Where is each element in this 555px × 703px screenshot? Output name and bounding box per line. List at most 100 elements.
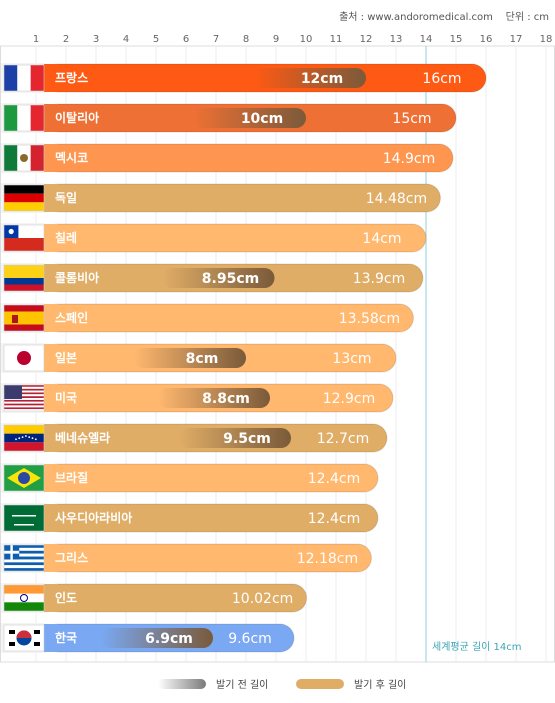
saudi-arabia-flag-icon: [3, 504, 45, 532]
country-label: 미국: [55, 390, 77, 405]
korea-flag-icon: [3, 624, 45, 652]
after-value-label: 14.9cm: [383, 151, 436, 167]
x-tick-label: 4: [123, 34, 129, 45]
x-tick-label: 5: [153, 34, 159, 45]
after-value-label: 13.9cm: [353, 271, 406, 287]
spain-flag-icon: [3, 304, 45, 332]
after-value-label: 12.4cm: [308, 471, 361, 487]
before-value-label: 6.9cm: [145, 631, 193, 647]
legend-after: 발기 후 길이: [296, 676, 406, 691]
x-tick-label: 8: [243, 34, 249, 45]
x-tick-label: 11: [330, 34, 343, 45]
before-value-label: 9.5cm: [223, 431, 271, 447]
legend-after-label: 발기 후 길이: [354, 680, 407, 691]
before-length-bar: [254, 68, 366, 88]
after-value-label: 12.18cm: [297, 551, 358, 567]
after-value-label: 16cm: [422, 71, 461, 87]
mexico-flag-icon: [3, 144, 45, 172]
after-length-bar-edge: [44, 424, 58, 452]
after-value-label: 12.7cm: [317, 431, 370, 447]
japan-flag-icon: [3, 344, 45, 372]
before-value-label: 12cm: [301, 71, 343, 87]
after-length-bar-edge: [44, 184, 58, 212]
after-value-label: 9.6cm: [228, 631, 272, 647]
average-label: 세계평균 길이 14cm: [432, 640, 522, 653]
after-length-bar-edge: [44, 304, 58, 332]
before-value-label: 8.95cm: [202, 271, 259, 287]
x-tick-label: 14: [420, 34, 433, 45]
after-length-bar-edge: [44, 64, 58, 92]
x-tick-label: 16: [480, 34, 493, 45]
country-label: 일본: [55, 351, 77, 365]
after-length-bar-edge: [44, 584, 58, 612]
italy-flag-icon: [3, 104, 45, 132]
legend-after-swatch: [296, 678, 344, 689]
india-flag-icon: [3, 584, 45, 612]
before-length-bar: [179, 428, 291, 448]
x-tick-label: 7: [213, 34, 219, 45]
legend-before-swatch: [158, 678, 206, 689]
after-value-label: 14.48cm: [366, 191, 427, 207]
legend-before-label: 발기 전 길이: [216, 680, 269, 691]
country-label: 이탈리아: [55, 110, 99, 125]
x-tick-label: 6: [183, 34, 189, 45]
after-value-label: 12.4cm: [308, 511, 361, 527]
unit-text: 단위 : cm: [505, 12, 549, 23]
before-length-bar: [158, 388, 270, 408]
country-label: 콜롬비아: [55, 270, 99, 285]
x-tick-label: 3: [93, 34, 99, 45]
after-length-bar-edge: [44, 624, 58, 652]
after-length-bar-edge: [44, 504, 58, 532]
after-value-label: 15cm: [392, 111, 431, 127]
x-tick-label: 13: [390, 34, 403, 45]
country-label: 칠레: [55, 230, 77, 245]
country-label: 베네슈엘라: [55, 430, 110, 445]
country-label: 그리스: [55, 550, 88, 565]
x-tick-label: 15: [450, 34, 463, 45]
x-tick-label: 18: [540, 34, 553, 45]
before-length-bar: [134, 348, 246, 368]
after-length-bar-edge: [44, 344, 58, 372]
x-tick-label: 10: [300, 34, 313, 45]
after-length-bar-edge: [44, 384, 58, 412]
legend-before: 발기 전 길이: [158, 676, 268, 691]
country-label: 브라질: [55, 470, 88, 485]
country-label: 프랑스: [55, 71, 88, 85]
before-length-bar: [162, 268, 275, 288]
x-tick-label: 17: [510, 34, 523, 45]
after-value-label: 14cm: [362, 231, 401, 247]
x-tick-label: 2: [63, 34, 69, 45]
after-length-bar-edge: [44, 104, 58, 132]
chile-flag-icon: [3, 224, 45, 252]
source-note: 출처 : www.andoromedical.com 단위 : cm: [339, 8, 549, 23]
before-length-bar: [194, 108, 306, 128]
before-value-label: 8cm: [186, 351, 219, 367]
france-flag-icon: [3, 64, 45, 92]
after-length-bar-edge: [44, 224, 58, 252]
usa-flag-icon: [3, 384, 45, 412]
after-length-bar-edge: [44, 264, 58, 292]
greece-flag-icon: [3, 544, 45, 572]
country-label: 독일: [55, 191, 77, 205]
x-tick-label: 12: [360, 34, 373, 45]
after-length-bar-edge: [44, 544, 58, 572]
brazil-flag-icon: [3, 464, 45, 492]
before-value-label: 8.8cm: [202, 391, 250, 407]
after-value-label: 10.02cm: [232, 591, 293, 607]
germany-flag-icon: [3, 184, 45, 212]
x-tick-label: 9: [273, 34, 279, 45]
source-text: 출처 : www.andoromedical.com: [339, 12, 493, 23]
venezuela-flag-icon: [3, 424, 45, 452]
country-label: 스페인: [55, 310, 88, 325]
after-value-label: 13cm: [332, 351, 371, 367]
after-length-bar-edge: [44, 144, 58, 172]
country-label: 사우디아라비아: [55, 510, 132, 525]
after-value-label: 13.58cm: [339, 311, 400, 327]
legend: 발기 전 길이 발기 후 길이: [0, 676, 555, 694]
after-value-label: 12.9cm: [323, 391, 376, 407]
country-label: 인도: [55, 590, 77, 605]
country-label: 멕시코: [55, 150, 88, 165]
before-value-label: 10cm: [241, 111, 283, 127]
colombia-flag-icon: [3, 264, 45, 292]
